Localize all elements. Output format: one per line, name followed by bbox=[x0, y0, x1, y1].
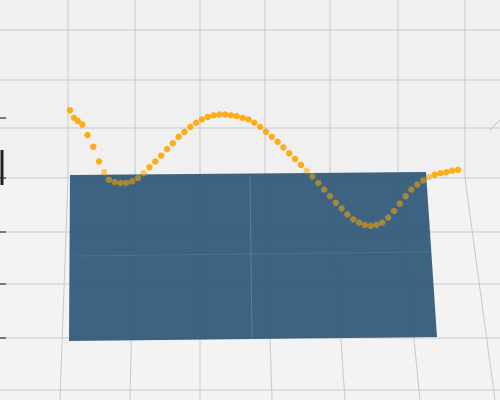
scatter-point bbox=[262, 128, 270, 135]
scatter-point bbox=[390, 207, 398, 215]
scatter-point bbox=[128, 178, 136, 185]
points-layer bbox=[66, 107, 462, 229]
plane-gridline bbox=[249, 175, 253, 339]
scatter-point bbox=[84, 131, 91, 139]
scatter-point bbox=[198, 116, 206, 123]
scatter-point bbox=[332, 199, 339, 206]
grid-line-floor-v bbox=[59, 177, 69, 400]
scatter-point bbox=[344, 211, 351, 218]
scatter-point bbox=[204, 113, 211, 121]
scatter-point bbox=[338, 205, 345, 212]
scatter-point bbox=[291, 155, 299, 163]
scatter-point bbox=[402, 193, 409, 200]
scatter-point bbox=[256, 123, 264, 131]
scatter-point bbox=[385, 214, 392, 221]
scatter-point bbox=[268, 133, 275, 140]
scatter-point bbox=[152, 158, 159, 165]
scatter-point bbox=[437, 169, 444, 177]
scatter-point bbox=[350, 216, 357, 223]
scatter-point bbox=[443, 169, 450, 176]
scatter-point bbox=[297, 161, 305, 168]
scatter-point bbox=[100, 169, 108, 176]
grid-line-floor-v bbox=[464, 177, 496, 400]
scatter-point bbox=[373, 221, 380, 229]
scatter-point bbox=[326, 193, 334, 200]
scatter-point bbox=[286, 150, 293, 157]
scatter-point bbox=[123, 179, 130, 187]
scatter-point bbox=[187, 123, 194, 131]
scatter-point bbox=[105, 176, 113, 183]
scatter-point bbox=[134, 174, 142, 182]
scatter-point bbox=[181, 128, 188, 135]
scatter-point bbox=[361, 221, 369, 229]
scatter-point bbox=[379, 219, 386, 226]
scatter-point bbox=[117, 179, 124, 187]
scatter-point bbox=[303, 167, 310, 174]
grid-line-right bbox=[489, 119, 500, 131]
plane-surface bbox=[69, 172, 437, 341]
scatter-point bbox=[309, 173, 316, 180]
scatter-point bbox=[222, 111, 229, 118]
scatter-point bbox=[449, 167, 456, 174]
scatter-point bbox=[251, 119, 258, 126]
scatter-point bbox=[216, 111, 223, 118]
scatter-point bbox=[140, 169, 147, 177]
plane-gridline bbox=[74, 251, 431, 257]
plane-layer bbox=[69, 172, 437, 341]
scatter-point bbox=[163, 145, 171, 153]
scatter-point bbox=[315, 179, 322, 187]
scatter-point bbox=[227, 112, 235, 119]
scatter-point bbox=[431, 171, 438, 178]
scatter-point bbox=[414, 181, 421, 188]
scatter-point bbox=[245, 116, 252, 123]
scatter-point bbox=[280, 144, 287, 151]
scatter-point bbox=[74, 117, 82, 125]
scatter-point bbox=[367, 222, 374, 229]
scatter-point bbox=[239, 114, 246, 122]
scatter-point bbox=[233, 112, 240, 120]
scatter-point bbox=[425, 174, 433, 181]
scatter-point bbox=[210, 112, 217, 119]
scatter-point bbox=[158, 152, 165, 159]
scatter-point bbox=[454, 166, 462, 173]
scatter-point bbox=[274, 138, 281, 145]
scatter-point bbox=[95, 158, 103, 165]
scatter-point bbox=[192, 119, 200, 126]
scatter-point bbox=[146, 164, 153, 171]
scatter-point bbox=[111, 178, 118, 186]
scatter-point bbox=[320, 186, 328, 193]
scatter-point bbox=[90, 143, 97, 150]
scatter-point bbox=[408, 186, 415, 193]
back-wall bbox=[0, 0, 500, 178]
scatter-point bbox=[66, 107, 74, 114]
scatter-point bbox=[175, 133, 182, 140]
scatter-point bbox=[419, 177, 427, 184]
scatter-point bbox=[169, 140, 176, 147]
scatter-point bbox=[79, 121, 86, 128]
scatter-point bbox=[355, 219, 363, 226]
scatter-point bbox=[396, 200, 403, 207]
